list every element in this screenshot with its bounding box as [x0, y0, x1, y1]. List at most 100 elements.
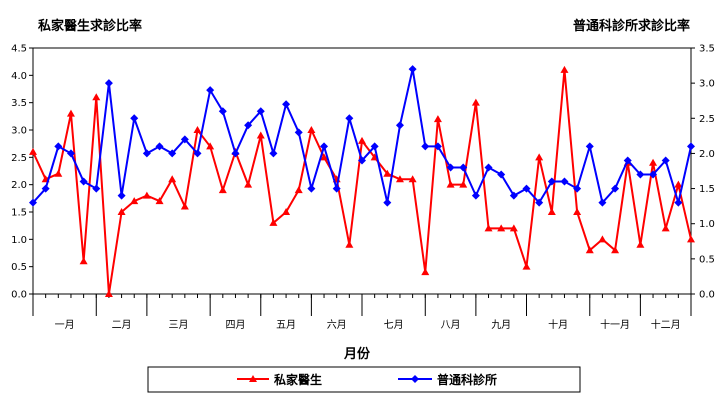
data-point — [29, 198, 37, 207]
data-point — [155, 142, 164, 151]
data-point — [585, 246, 594, 254]
data-point — [54, 169, 63, 177]
right-axis-title: 普通科診所求診比率 — [573, 18, 690, 34]
data-point — [180, 135, 189, 144]
data-point — [522, 184, 531, 193]
data-point — [573, 184, 582, 193]
right-tick-label: 1.0 — [699, 219, 715, 230]
data-point — [29, 147, 37, 155]
month-label: 十一月 — [600, 318, 630, 331]
data-point — [332, 184, 341, 193]
data-point — [269, 218, 278, 226]
data-point — [611, 246, 620, 254]
left-tick-label: 2.5 — [11, 153, 27, 164]
data-point — [598, 235, 607, 243]
data-point — [117, 191, 126, 200]
data-point — [433, 142, 442, 151]
data-point — [168, 149, 177, 158]
data-point — [383, 169, 392, 177]
data-point — [104, 79, 113, 88]
legend-marker-diamond — [411, 375, 419, 383]
data-point — [92, 93, 101, 101]
data-point — [294, 128, 303, 137]
right-tick-label: 0.5 — [699, 254, 715, 265]
month-label: 四月 — [225, 319, 245, 331]
data-point — [142, 191, 151, 199]
data-point — [547, 208, 556, 215]
data-point — [193, 126, 202, 133]
left-tick-label: 3.5 — [11, 98, 27, 109]
data-point — [408, 65, 417, 74]
legend: 私家醫生 普通科診所 — [147, 366, 581, 393]
data-point — [218, 186, 227, 194]
data-point — [522, 262, 531, 270]
data-point — [674, 198, 683, 207]
data-point — [598, 198, 607, 207]
data-point — [497, 170, 506, 179]
data-point — [535, 153, 544, 161]
data-point — [611, 184, 620, 193]
data-point — [244, 180, 253, 188]
data-point — [395, 121, 404, 130]
left-tick-label: 1.0 — [11, 235, 27, 246]
month-label: 三月 — [169, 319, 189, 331]
plot-area — [32, 47, 692, 295]
data-point — [623, 156, 632, 165]
legend-label-private: 私家醫生 — [273, 372, 322, 387]
month-label: 一月 — [55, 319, 75, 331]
left-tick-label: 4.5 — [11, 44, 27, 55]
right-tick-label: 3.0 — [699, 79, 715, 90]
month-label: 五月 — [276, 319, 296, 331]
left-tick-label: 4.0 — [11, 71, 27, 82]
left-tick-label: 3.0 — [11, 126, 27, 137]
data-point — [168, 175, 177, 183]
data-point — [320, 142, 329, 151]
data-point — [155, 197, 164, 205]
data-point — [92, 184, 101, 193]
data-point — [484, 224, 493, 232]
data-point — [661, 224, 670, 232]
data-point — [104, 290, 113, 297]
left-tick-label: 2.0 — [11, 180, 27, 191]
data-point — [649, 158, 658, 166]
data-point — [130, 197, 139, 205]
data-point — [471, 98, 480, 106]
data-point — [446, 163, 455, 172]
data-point — [130, 114, 139, 123]
data-point — [193, 149, 202, 158]
data-point — [244, 121, 253, 130]
data-point — [421, 268, 430, 276]
data-point — [649, 170, 658, 179]
data-point — [54, 142, 63, 151]
data-point — [661, 156, 670, 165]
data-point — [345, 114, 354, 123]
data-point — [383, 198, 392, 207]
data-point — [459, 163, 468, 172]
data-point — [687, 235, 695, 243]
right-tick-label: 2.5 — [699, 114, 715, 125]
left-tick-label: 0.5 — [11, 262, 27, 273]
right-y-axis: 0.0 0.5 1.0 1.5 2.0 2.5 3.0 3.5 — [691, 44, 715, 301]
month-label: 十月 — [548, 318, 568, 331]
data-point — [206, 142, 215, 150]
data-point — [484, 163, 493, 172]
data-point — [370, 142, 379, 151]
legend-label-clinic: 普通科診所 — [437, 372, 497, 387]
data-point — [307, 126, 316, 133]
right-tick-label: 3.5 — [699, 44, 715, 55]
left-axis-title: 私家醫生求診比率 — [38, 18, 142, 34]
right-tick-label: 2.0 — [699, 149, 715, 160]
data-point — [535, 198, 544, 207]
x-axis-title: 月份 — [343, 346, 371, 362]
data-point — [509, 224, 518, 232]
x-axis: 一月 二月 三月 四月 五月 六月 七月 八月 九月 十月 十一月 十二月 — [32, 294, 692, 331]
data-point — [231, 149, 240, 158]
month-label: 六月 — [327, 319, 347, 331]
data-point — [471, 191, 480, 200]
data-point — [573, 208, 582, 215]
data-point — [256, 107, 265, 116]
data-point — [269, 149, 278, 158]
data-point — [358, 156, 366, 165]
data-point — [345, 240, 354, 248]
